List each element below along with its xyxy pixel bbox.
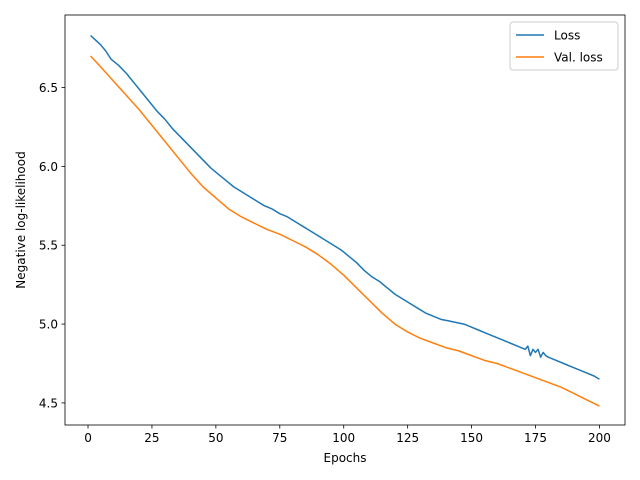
x-axis-ticks: 0 25 50 75 100 125 150 175 200 (84, 425, 611, 445)
x-tick-label: 125 (396, 431, 419, 445)
y-tick-label: 5.0 (39, 318, 58, 332)
x-tick-label: 25 (144, 431, 159, 445)
axes-frame (64, 14, 626, 426)
series-line-loss (90, 34, 600, 380)
y-tick-label: 6.0 (39, 160, 58, 174)
x-axis-label: Epochs (324, 451, 367, 465)
x-tick-label: 0 (84, 431, 92, 445)
x-tick-label: 150 (460, 431, 483, 445)
y-tick-label: 6.5 (39, 81, 58, 95)
legend-label: Loss (554, 29, 580, 43)
x-tick-label: 100 (332, 431, 355, 445)
legend-label: Val. loss (554, 51, 603, 65)
x-tick-label: 75 (272, 431, 287, 445)
plot-lines (90, 34, 600, 407)
y-tick-label: 5.5 (39, 239, 58, 253)
legend: Loss Val. loss (509, 21, 619, 71)
x-tick-label: 175 (524, 431, 547, 445)
y-axis-ticks: 4.5 5.0 5.5 6.0 6.5 (39, 81, 65, 410)
y-axis-label: Negative log-likelihood (14, 151, 28, 288)
x-tick-label: 200 (588, 431, 611, 445)
x-tick-label: 50 (208, 431, 223, 445)
legend-box (509, 21, 619, 71)
y-tick-label: 4.5 (39, 396, 58, 410)
series-line-val-loss (90, 55, 600, 407)
